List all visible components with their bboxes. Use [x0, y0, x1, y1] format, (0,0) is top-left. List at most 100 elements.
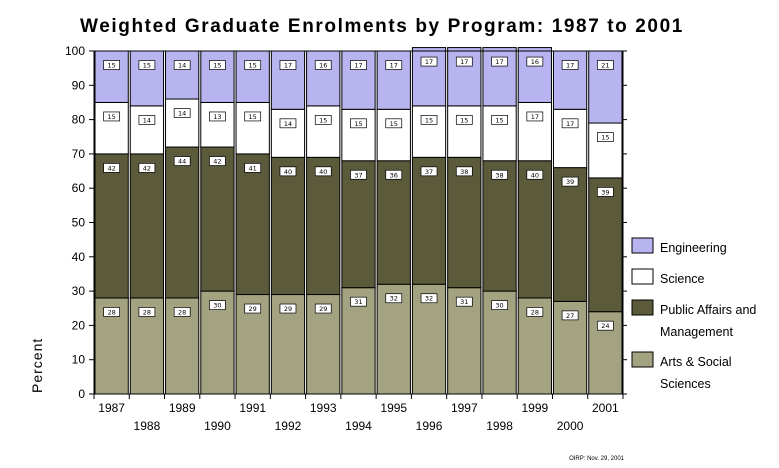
data-label-1992-series-1: 29 — [284, 305, 292, 313]
x-axis: 1987 1988 1989 1990 1991 1992 1993 1994 1995 1996… — [93, 393, 624, 433]
bar-2000-series-3 — [552, 108, 588, 169]
data-label-2000-series-3: 17 — [566, 120, 574, 128]
data-label-box-2001-series-4 — [597, 60, 614, 70]
legend-label-3-line-1: Public Affairs and — [660, 303, 756, 317]
plot-area: 28 42 15 15 28 42 14 15 28 44 14 14 30 42 13 15 29 41 15 15… — [93, 47, 624, 395]
data-label-box-2000-series-4 — [561, 60, 579, 70]
data-label-1990-series-4: 15 — [213, 62, 221, 70]
y-tick-label-10: 10 — [72, 353, 86, 367]
y-tick-label-50: 50 — [72, 216, 86, 230]
data-label-1991-series-1: 29 — [249, 305, 257, 313]
data-label-box-2000-series-3 — [561, 118, 579, 129]
data-label-box-1995-series-2 — [385, 169, 403, 180]
bar-1994-series-4 — [341, 50, 376, 110]
bar-1995-series-3 — [376, 108, 411, 162]
bar-1995-series-2 — [376, 160, 411, 285]
y-tick-label-80: 80 — [72, 113, 86, 127]
data-label-1994-series-4: 17 — [354, 62, 362, 70]
data-label-2000-series-4: 17 — [566, 62, 574, 70]
bar-1989-series-2 — [165, 146, 200, 299]
y-tick-label-30: 30 — [72, 284, 86, 298]
data-label-box-1999-series-3 — [526, 111, 544, 122]
y-tick-label-60: 60 — [72, 181, 86, 195]
legend-label-1-line-1: Engineering — [660, 241, 727, 255]
bar-1997-series-3 — [447, 105, 482, 158]
x-tick-label-1988: 1988 — [134, 419, 161, 433]
data-label-1991-series-2: 41 — [249, 164, 257, 172]
bar-2000-series-2 — [552, 167, 588, 302]
data-label-box-1993-series-2 — [314, 166, 332, 177]
data-label-1988-series-1: 28 — [143, 308, 151, 316]
data-label-1997-series-4: 17 — [460, 58, 468, 66]
data-label-1990-series-2: 42 — [213, 158, 221, 166]
data-label-1996-series-1: 32 — [425, 295, 433, 303]
data-label-1990-series-1: 30 — [213, 302, 221, 310]
bar-1999-series-2 — [517, 160, 552, 299]
data-label-box-1993-series-3 — [314, 115, 332, 125]
x-tick-label-1992: 1992 — [275, 419, 302, 433]
x-tick-label-1995: 1995 — [380, 401, 407, 415]
y-tick-label-100: 100 — [65, 44, 85, 58]
data-label-1991-series-3: 15 — [249, 113, 257, 121]
data-label-box-1988-series-4 — [138, 60, 156, 70]
data-label-1989-series-1: 28 — [178, 308, 186, 316]
data-label-box-1994-series-3 — [350, 118, 367, 129]
data-label-1989-series-3: 14 — [178, 110, 186, 118]
data-label-box-1987-series-1 — [103, 307, 120, 317]
data-label-box-1989-series-3 — [173, 108, 191, 118]
data-label-1997-series-3: 15 — [460, 116, 468, 124]
data-label-box-1998-series-1 — [491, 300, 508, 310]
data-label-1994-series-3: 15 — [354, 120, 362, 128]
y-tick-label-0: 0 — [78, 387, 85, 401]
y-tick-label-20: 20 — [72, 318, 86, 332]
data-label-box-1987-series-3 — [103, 111, 120, 122]
data-label-1987-series-2: 42 — [107, 164, 115, 172]
bar-1994-series-2 — [341, 160, 376, 289]
bar-1993-series-4 — [306, 50, 341, 107]
x-tick-label-1990: 1990 — [204, 419, 231, 433]
data-label-1995-series-1: 32 — [390, 295, 398, 303]
y-axis: 0 10 20 30 40 50 60 70 80 90 100 — [65, 44, 627, 401]
legend-label-3-line-2: Management — [660, 325, 733, 339]
data-label-1989-series-2: 44 — [178, 158, 186, 166]
data-label-box-1995-series-1 — [385, 293, 403, 304]
data-label-box-1990-series-2 — [209, 156, 226, 166]
data-label-box-1995-series-3 — [385, 118, 403, 129]
data-label-box-1992-series-4 — [279, 60, 297, 70]
legend-label-4-line-1: Arts & Social — [660, 355, 732, 369]
data-label-1990-series-3: 13 — [213, 113, 221, 121]
bar-1993-series-2 — [306, 156, 341, 296]
data-label-box-1989-series-1 — [173, 307, 191, 317]
data-label-box-1990-series-1 — [209, 300, 226, 310]
bar-1992-series-4 — [270, 50, 306, 110]
data-label-1997-series-2: 38 — [460, 168, 468, 176]
x-tick-label-1991: 1991 — [239, 401, 266, 415]
data-label-1989-series-4: 14 — [178, 62, 186, 70]
x-tick-label-1987: 1987 — [98, 401, 125, 415]
data-label-1999-series-4: 16 — [531, 58, 539, 66]
bar-1991-series-2 — [235, 153, 270, 296]
bar-1988-series-4 — [129, 50, 165, 107]
bar-1998-series-2 — [482, 160, 517, 292]
data-label-1987-series-1: 28 — [107, 308, 115, 316]
x-tick-label-2001: 2001 — [592, 401, 619, 415]
bar-1991-series-4 — [235, 50, 270, 103]
data-label-2000-series-2: 39 — [566, 178, 574, 186]
data-label-1996-series-4: 17 — [425, 58, 433, 66]
data-label-2000-series-1: 27 — [566, 312, 574, 320]
data-label-1998-series-2: 38 — [495, 171, 503, 179]
bar-1990-series-1 — [200, 290, 235, 395]
data-label-box-1995-series-4 — [385, 60, 403, 70]
bar-1994-series-3 — [341, 108, 376, 162]
data-label-box-1998-series-2 — [491, 169, 508, 180]
data-label-1998-series-3: 15 — [495, 116, 503, 124]
bar-1995-series-4 — [376, 50, 411, 110]
legend-label-4-line-2: Sciences — [660, 377, 711, 391]
y-tick-label-90: 90 — [72, 78, 86, 92]
x-tick-label-1993: 1993 — [310, 401, 337, 415]
data-label-box-1996-series-4 — [420, 56, 438, 67]
data-label-box-2000-series-2 — [561, 176, 579, 187]
legend-swatch-1 — [631, 237, 654, 254]
data-label-box-1988-series-3 — [138, 115, 156, 125]
